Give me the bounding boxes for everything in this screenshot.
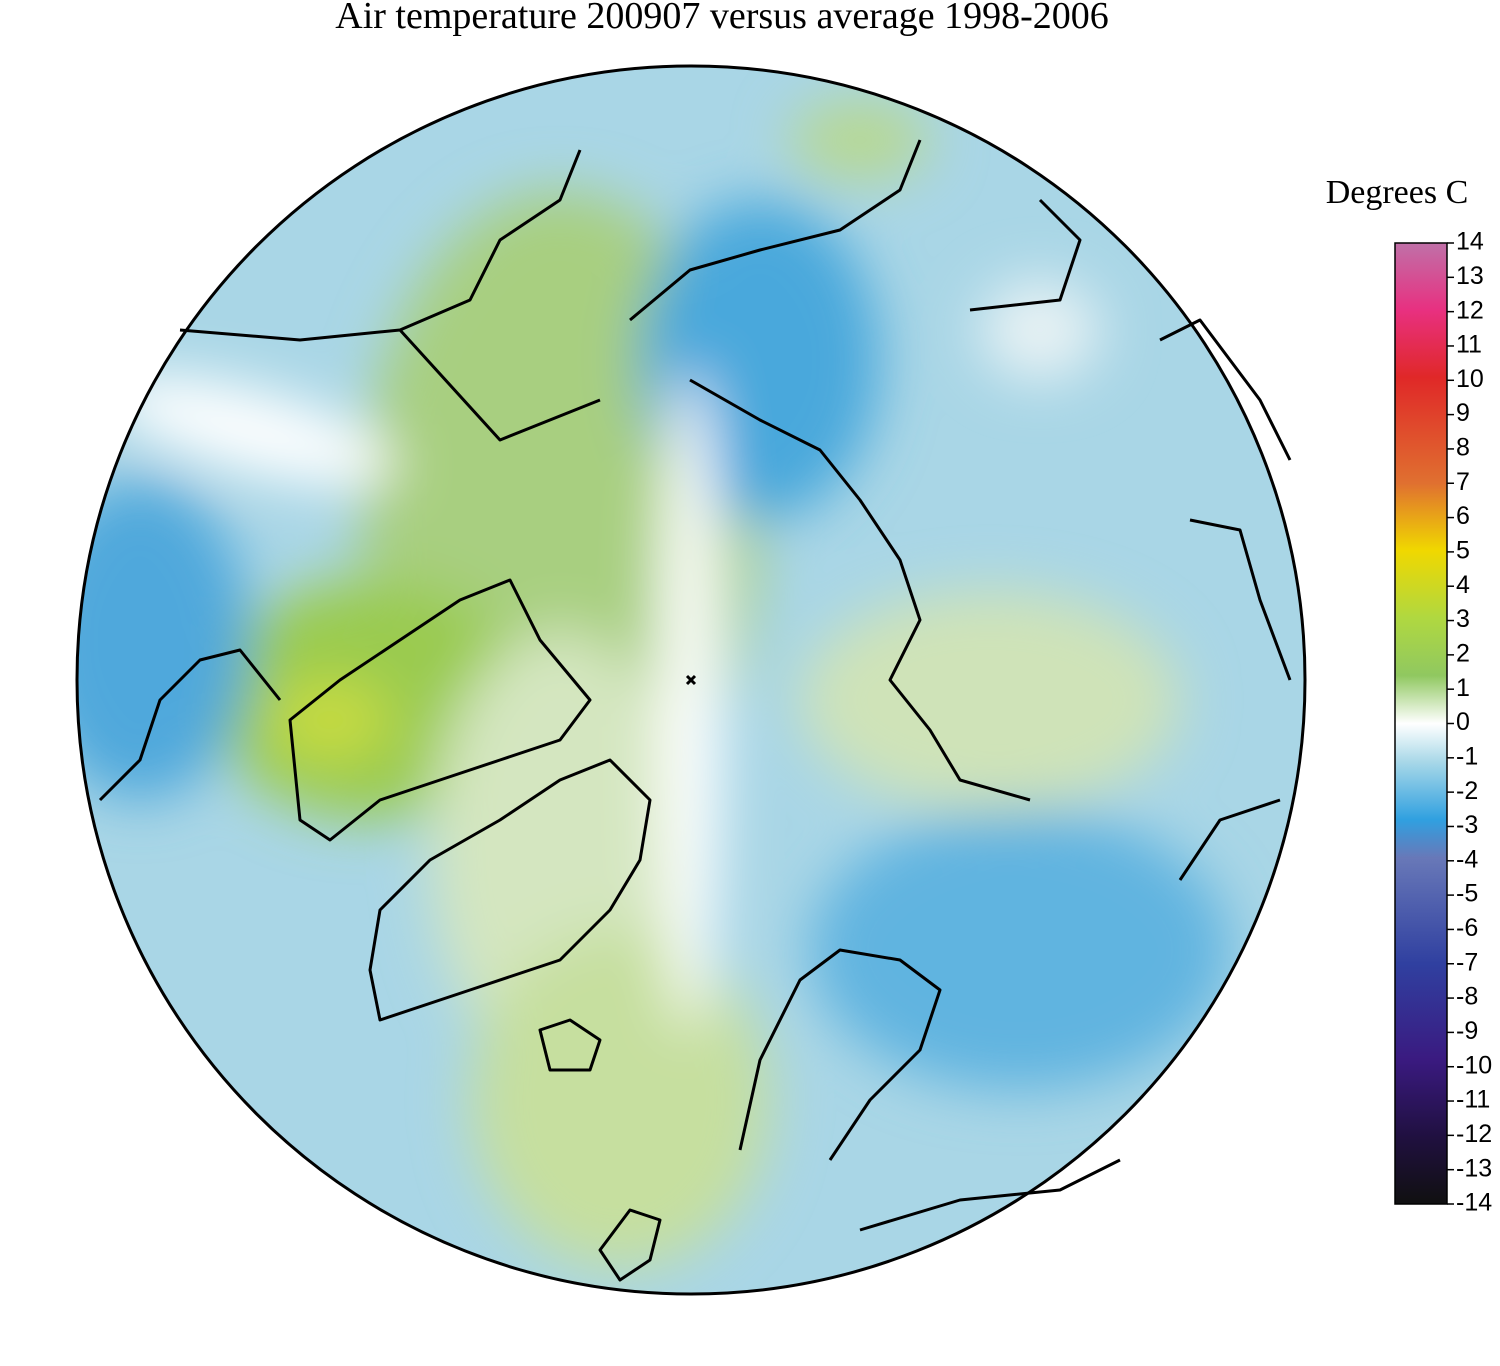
- colorbar-label: Degrees C: [1326, 174, 1469, 211]
- colorbar-tick-label: 14: [1456, 228, 1484, 256]
- colorbar-tick-label: -6: [1456, 914, 1478, 942]
- colorbar-tick-label: -1: [1456, 742, 1478, 770]
- colorbar-tick-label: -3: [1456, 811, 1478, 839]
- colorbar-tick-label: -4: [1456, 845, 1478, 873]
- colorbar-tick-label: 6: [1456, 502, 1470, 530]
- colorbar-ticks: 14131211109876543210-1-2-3-4-5-6-7-8-9-1…: [1447, 228, 1492, 1217]
- map-title: Air temperature 200907 versus average 19…: [335, 0, 1108, 37]
- colorbar-tick-label: 12: [1456, 296, 1484, 324]
- colorbar-tick-label: 4: [1456, 571, 1470, 599]
- colorbar-tick-label: -8: [1456, 983, 1478, 1011]
- colorbar-tick-label: -5: [1456, 880, 1478, 908]
- colorbar-tick-label: -12: [1456, 1120, 1492, 1148]
- colorbar-tick-label: 8: [1456, 434, 1470, 462]
- map-boundary: [75, 64, 1307, 1296]
- colorbar-tick-label: 0: [1456, 708, 1470, 736]
- colorbar-tick-label: -2: [1456, 777, 1478, 805]
- colorbar-tick-label: -11: [1456, 1086, 1490, 1114]
- colorbar-tick-label: -7: [1456, 948, 1478, 976]
- colorbar-tick-label: -10: [1456, 1051, 1492, 1079]
- colorbar-tick-label: 11: [1456, 331, 1482, 359]
- colorbar-tick-label: -9: [1456, 1017, 1478, 1045]
- colorbar-tick-label: 2: [1456, 639, 1470, 667]
- colorbar-tick-label: 13: [1456, 262, 1484, 290]
- colorbar-tick-label: 9: [1456, 399, 1470, 427]
- coastlines: [98, 139, 1292, 1282]
- colorbar-tick-label: 3: [1456, 605, 1470, 633]
- colorbar-tick-label: 5: [1456, 537, 1470, 565]
- colorbar-tick-label: 1: [1456, 674, 1470, 702]
- colorbar: [1394, 242, 1448, 1205]
- colorbar-tick-label: 7: [1456, 468, 1470, 496]
- colorbar-tick-label: -14: [1456, 1189, 1492, 1217]
- colorbar-tick-label: 10: [1456, 365, 1484, 393]
- colorbar-tick-label: -13: [1456, 1154, 1492, 1182]
